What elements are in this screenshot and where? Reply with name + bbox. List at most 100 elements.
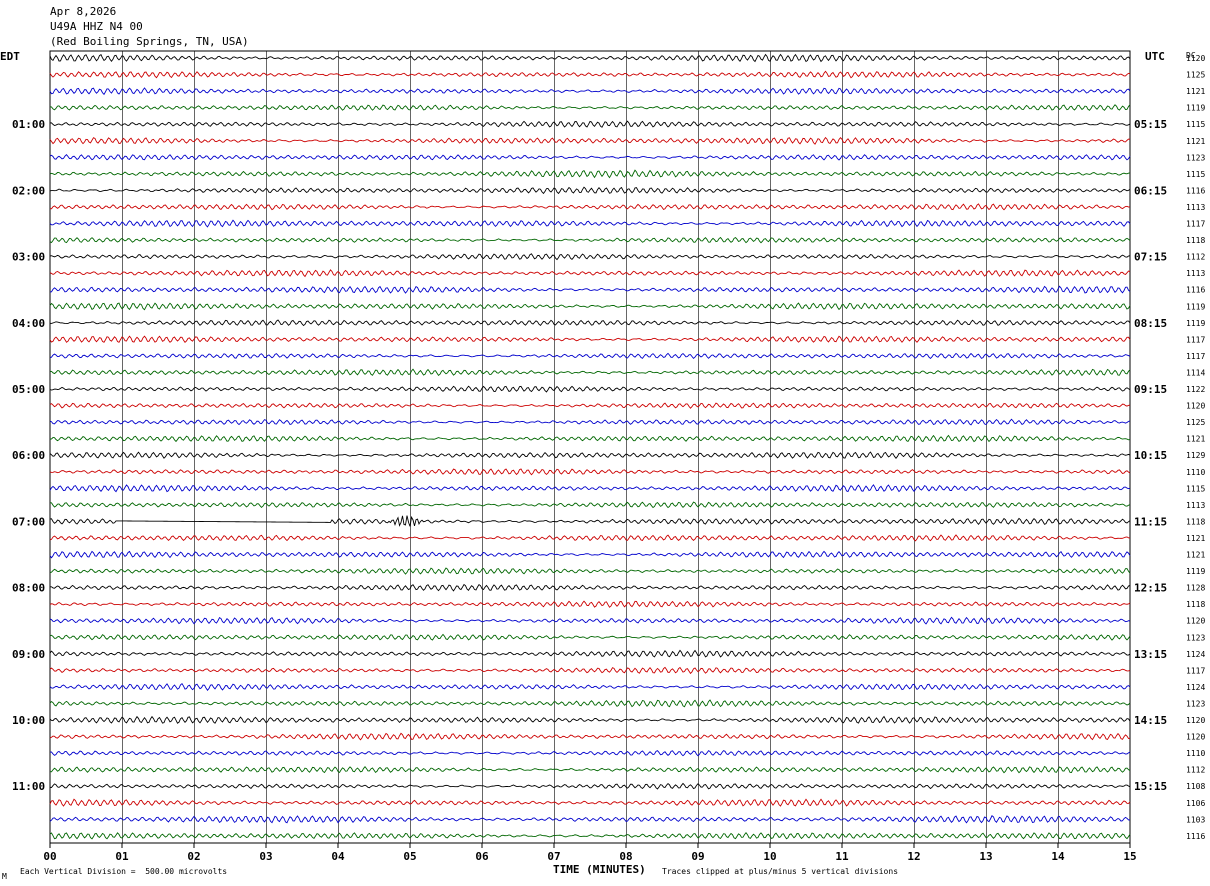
trace-row-30	[49, 534, 1131, 542]
right-hour-label: 08:15	[1134, 317, 1167, 330]
dc-offset-label: 1128	[1186, 584, 1205, 593]
record-date: Apr 8,2026	[50, 5, 117, 18]
left-hour-label: 01:00	[12, 118, 45, 131]
trace-row-14	[49, 269, 1131, 278]
trace-row-28	[49, 501, 1131, 509]
trace-row-1	[49, 53, 1131, 63]
x-tick-label: 12	[907, 850, 920, 863]
left-timezone-label: EDT	[0, 50, 20, 63]
dc-offset-label: 1121	[1186, 435, 1205, 444]
right-hour-label: 13:15	[1134, 648, 1167, 661]
left-hour-label: 06:00	[12, 449, 45, 462]
trace-row-25	[49, 451, 1131, 459]
trace-row-41	[49, 715, 1131, 724]
dc-offset-label: 1110	[1186, 468, 1205, 477]
trace-row-7	[49, 154, 1131, 161]
trace-row-16	[49, 302, 1131, 311]
x-tick-label: 04	[331, 850, 345, 863]
x-tick-label: 03	[259, 850, 272, 863]
dc-offset-label: 1119	[1186, 319, 1205, 328]
trace-row-3	[49, 87, 1131, 96]
x-tick-label: 01	[115, 850, 129, 863]
dc-offset-label: 1120	[1186, 716, 1205, 725]
dc-offset-label: 1118	[1186, 517, 1205, 526]
dc-offset-label: 1106	[1186, 799, 1205, 808]
left-hour-label: 09:00	[12, 648, 45, 661]
dc-offset-label: 1116	[1186, 286, 1205, 295]
clipping-note: Traces clipped at plus/minus 5 vertical …	[662, 867, 899, 876]
trace-row-40	[49, 699, 1131, 708]
trace-row-43	[49, 750, 1131, 757]
dc-offset-label: 1117	[1186, 352, 1205, 361]
dc-offset-label: 1120	[1186, 733, 1205, 742]
trace-row-15	[49, 285, 1131, 294]
dc-offset-label: 1113	[1186, 269, 1205, 278]
dc-offset-label: 1121	[1186, 87, 1205, 96]
left-hour-label: 07:00	[12, 515, 45, 528]
dc-offset-label: 1103	[1186, 815, 1205, 824]
station-location: (Red Boiling Springs, TN, USA)	[50, 35, 249, 48]
dc-offset-label: 1115	[1186, 484, 1205, 493]
left-hour-label: 03:00	[12, 251, 45, 264]
trace-row-24	[49, 434, 1131, 443]
trace-row-19	[49, 352, 1131, 360]
x-tick-label: 11	[835, 850, 849, 863]
right-hour-label: 05:15	[1134, 118, 1167, 131]
plot-frame	[49, 50, 1131, 844]
trace-row-11	[49, 219, 1131, 228]
dc-offset-label: 1112	[1186, 766, 1205, 775]
x-tick-label: 09	[691, 850, 704, 863]
right-hour-label: 12:15	[1134, 582, 1167, 595]
x-tick-label: 00	[43, 850, 56, 863]
trace-row-8	[49, 169, 1131, 179]
right-hour-label: 10:15	[1134, 449, 1167, 462]
dc-offset-label: 1120	[1186, 54, 1205, 63]
dc-offset-label: 1121	[1186, 534, 1205, 543]
dc-offset-label: 1110	[1186, 749, 1205, 758]
dc-offset-label: 1112	[1186, 253, 1205, 262]
dc-offset-label: 1117	[1186, 220, 1205, 229]
trace-row-35	[49, 616, 1131, 625]
left-hour-label: 05:00	[12, 383, 45, 396]
x-tick-label: 05	[403, 850, 416, 863]
trace-row-10	[49, 203, 1131, 211]
corner-mark: M	[2, 872, 7, 881]
dc-offset-label: 1118	[1186, 236, 1205, 245]
trace-row-47	[49, 815, 1131, 824]
trace-row-46	[49, 798, 1131, 807]
trace-row-23	[49, 418, 1131, 426]
right-hour-label: 06:15	[1134, 184, 1167, 197]
trace-row-17	[49, 319, 1131, 327]
left-hour-label: 08:00	[12, 582, 45, 595]
dc-offset-label: 1122	[1186, 385, 1205, 394]
trace-row-9	[49, 186, 1131, 195]
left-hour-label: 04:00	[12, 317, 45, 330]
dc-offset-label: 1115	[1186, 120, 1205, 129]
trace-row-32	[49, 567, 1131, 575]
trace-row-42	[49, 732, 1131, 741]
trace-row-12	[49, 236, 1131, 244]
trace-row-22	[49, 402, 1131, 409]
x-tick-label: 14	[1051, 850, 1065, 863]
right-hour-label: 14:15	[1134, 714, 1167, 727]
trace-row-13	[49, 253, 1131, 261]
right-hour-label: 09:15	[1134, 383, 1167, 396]
trace-row-33	[49, 583, 1131, 592]
trace-row-31	[49, 550, 1131, 559]
dc-offset-label: 1113	[1186, 501, 1205, 510]
dc-offset-label: 1119	[1186, 567, 1205, 576]
dc-offset-label: 1119	[1186, 302, 1205, 311]
dc-offset-label: 1123	[1186, 153, 1205, 162]
dc-offset-label: 1125	[1186, 418, 1205, 427]
x-tick-label: 08	[619, 850, 632, 863]
dc-offset-label: 1113	[1186, 203, 1205, 212]
dc-offset-label: 1121	[1186, 551, 1205, 560]
dc-offset-label: 1114	[1186, 368, 1205, 377]
trace-row-21	[49, 385, 1131, 393]
station-code: U49A HHZ N4 00	[50, 20, 143, 33]
x-axis-label: TIME (MINUTES)	[553, 863, 646, 876]
trace-row-38	[49, 666, 1131, 675]
x-tick-label: 10	[763, 850, 776, 863]
right-hour-label: 07:15	[1134, 251, 1167, 264]
dc-offset-label: 1121	[1186, 137, 1205, 146]
